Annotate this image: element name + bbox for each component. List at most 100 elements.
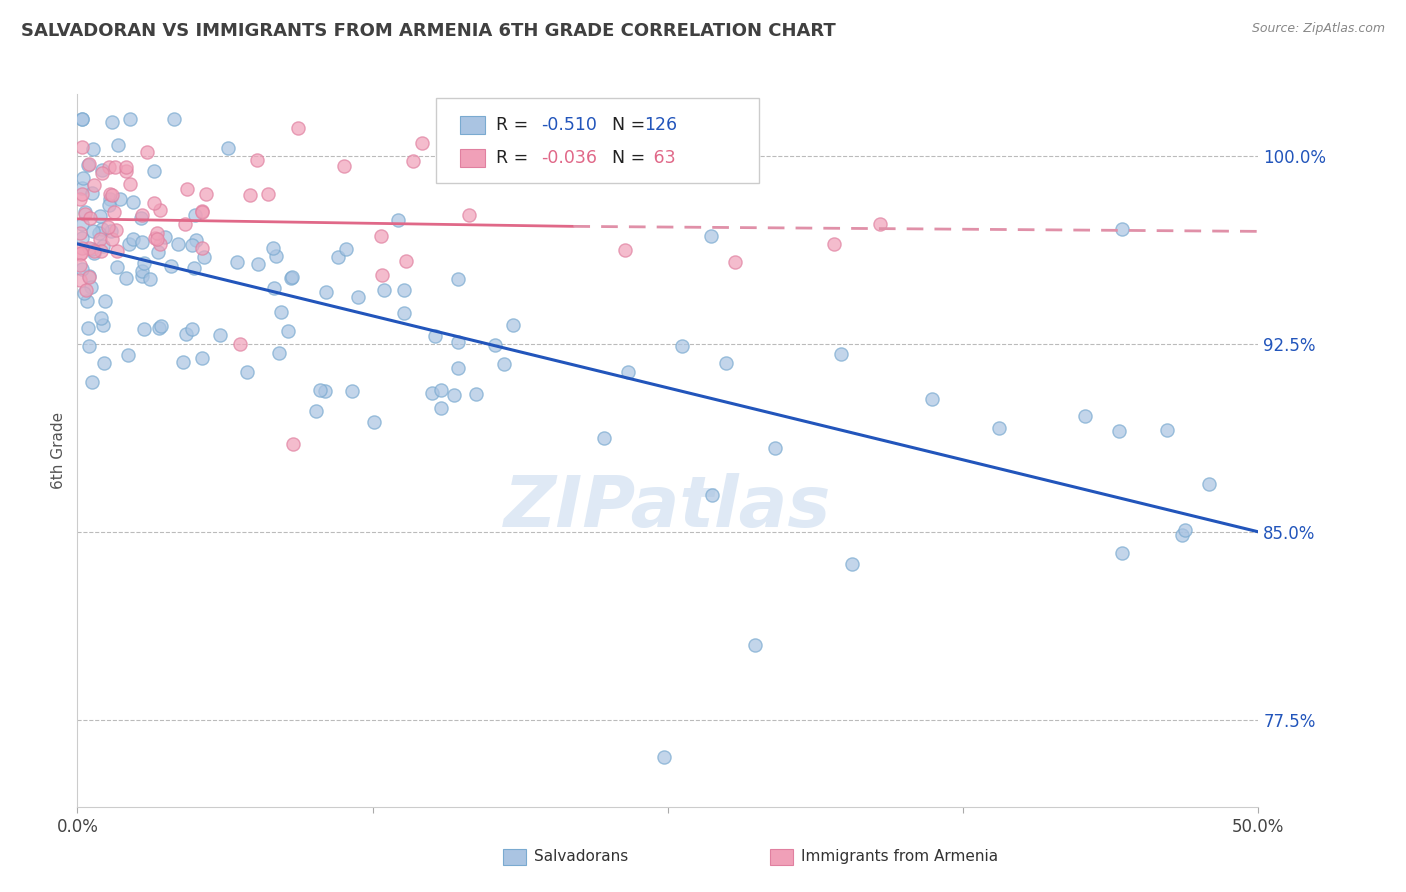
Y-axis label: 6th Grade: 6th Grade — [51, 412, 66, 489]
Point — [447, 272, 470, 286]
Point — [370, 229, 392, 244]
Point — [148, 244, 170, 259]
Point — [73, 205, 96, 219]
Point — [70, 231, 93, 245]
Point — [80, 186, 103, 200]
Point — [90, 221, 112, 235]
Point — [110, 192, 132, 206]
Point — [315, 285, 337, 300]
Point — [70, 140, 93, 154]
Point — [98, 187, 121, 202]
Point — [93, 356, 115, 370]
Point — [443, 388, 465, 402]
Point — [363, 415, 385, 429]
Point — [593, 431, 616, 445]
Point — [229, 337, 252, 351]
Point — [143, 164, 166, 178]
Point — [191, 351, 214, 365]
Point — [91, 239, 114, 253]
Text: 126: 126 — [644, 116, 678, 134]
Point — [118, 112, 141, 126]
Point — [191, 205, 214, 219]
Point — [100, 224, 122, 238]
Text: -0.036: -0.036 — [541, 149, 598, 167]
Point — [614, 244, 637, 258]
Point — [176, 327, 198, 342]
Point — [70, 181, 93, 195]
Point — [392, 283, 415, 297]
Point — [90, 162, 112, 177]
Point — [236, 365, 259, 379]
Point — [700, 229, 723, 244]
Point — [763, 441, 786, 455]
Point — [263, 281, 285, 295]
Point — [1174, 524, 1197, 538]
Point — [131, 235, 153, 249]
Text: SALVADORAN VS IMMIGRANTS FROM ARMENIA 6TH GRADE CORRELATION CHART: SALVADORAN VS IMMIGRANTS FROM ARMENIA 6T… — [21, 22, 835, 40]
Point — [420, 385, 443, 400]
Point — [97, 219, 120, 234]
Point — [114, 271, 136, 285]
Point — [79, 269, 101, 284]
Point — [149, 203, 172, 218]
Point — [80, 242, 103, 256]
Point — [616, 365, 638, 379]
Point — [131, 269, 153, 284]
Point — [72, 170, 94, 185]
Point — [75, 283, 97, 297]
Point — [1074, 409, 1097, 423]
Point — [309, 384, 332, 398]
Point — [69, 272, 91, 286]
Point — [90, 244, 112, 259]
Point — [176, 182, 198, 196]
Point — [77, 158, 100, 172]
Point — [1156, 423, 1178, 437]
Point — [69, 247, 91, 261]
Point — [69, 192, 91, 206]
Text: ZIPatlas: ZIPatlas — [505, 473, 831, 542]
Point — [287, 120, 309, 135]
Point — [105, 244, 128, 259]
Point — [80, 375, 103, 389]
Point — [159, 260, 181, 274]
Point — [921, 392, 943, 406]
Point — [103, 205, 125, 219]
Point — [114, 160, 136, 174]
Point — [77, 241, 100, 255]
Point — [1111, 546, 1133, 560]
Point — [246, 257, 269, 271]
Text: Source: ZipAtlas.com: Source: ZipAtlas.com — [1251, 22, 1385, 36]
Point — [183, 207, 205, 221]
Point — [107, 138, 129, 153]
Point — [115, 164, 138, 178]
Point — [145, 226, 167, 240]
Point — [333, 159, 356, 173]
Point — [135, 145, 157, 159]
Point — [77, 157, 100, 171]
Text: 63: 63 — [648, 149, 676, 167]
Point — [744, 638, 766, 652]
Point — [76, 294, 98, 309]
Point — [70, 246, 93, 260]
Point — [191, 203, 214, 218]
Point — [371, 268, 394, 282]
Point — [153, 230, 176, 244]
Point — [987, 421, 1010, 435]
Point — [326, 250, 349, 264]
Point — [217, 141, 239, 155]
Point — [502, 318, 524, 332]
Point — [149, 319, 172, 334]
Point — [671, 338, 693, 352]
Point — [283, 437, 305, 451]
Point — [118, 236, 141, 251]
Point — [314, 384, 336, 398]
Point — [239, 188, 262, 202]
Point — [163, 112, 186, 126]
Point — [70, 218, 93, 232]
Point — [101, 232, 124, 246]
Point — [139, 272, 162, 286]
Point — [149, 237, 172, 252]
Point — [1108, 424, 1130, 438]
Point — [73, 207, 96, 221]
Point — [79, 211, 101, 225]
